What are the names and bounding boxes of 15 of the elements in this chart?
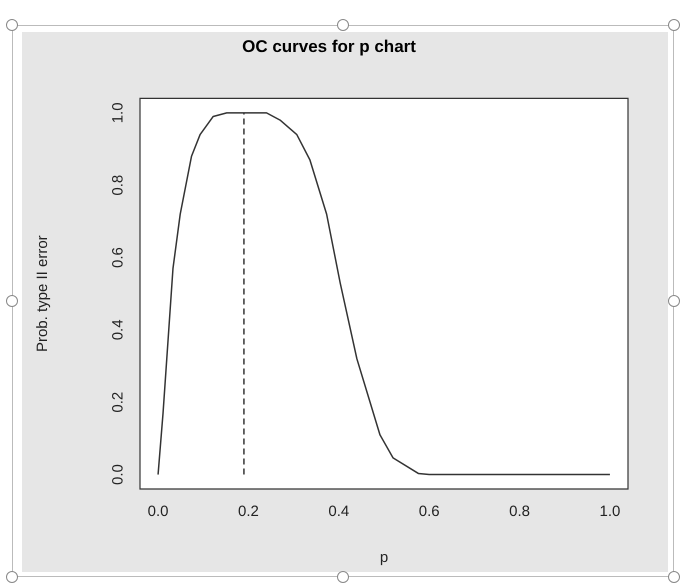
x-axis-title: p xyxy=(380,549,388,566)
y-tick-label: 0.4 xyxy=(110,319,127,340)
x-tick-label: 0.0 xyxy=(148,503,169,520)
y-tick-label: 0.6 xyxy=(110,247,127,268)
chart-title: OC curves for p chart xyxy=(242,36,416,56)
x-tick-label: 0.6 xyxy=(418,503,440,520)
x-tick-label: 0.4 xyxy=(328,503,350,520)
y-tick-label: 0.0 xyxy=(110,464,127,485)
y-tick-label: 0.8 xyxy=(110,174,127,196)
y-axis-title: Prob. type II error xyxy=(34,235,52,352)
y-tick-label: 0.2 xyxy=(110,392,127,413)
x-tick-label: 0.8 xyxy=(509,503,530,520)
x-tick-label: 1.0 xyxy=(599,503,620,520)
x-tick-label: 0.2 xyxy=(238,503,259,520)
y-tick-label: 1.0 xyxy=(110,102,127,124)
